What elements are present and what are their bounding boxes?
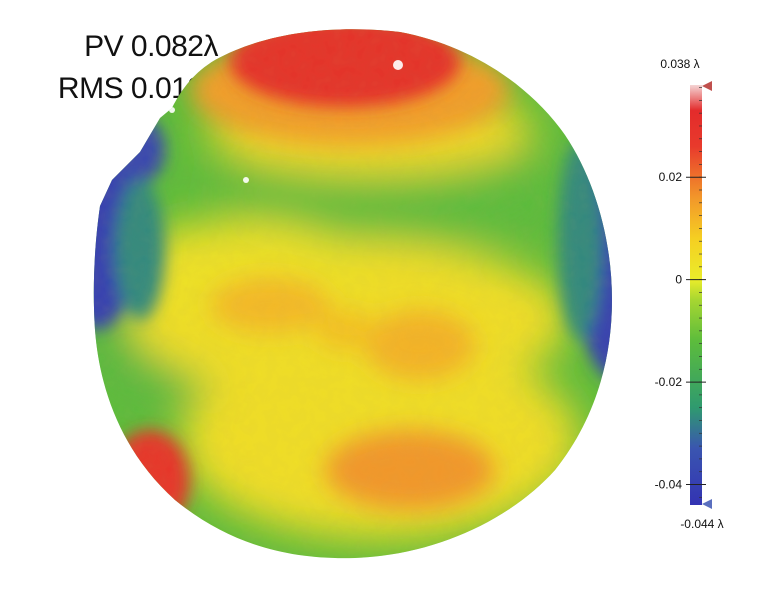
colorbar-min-marker bbox=[702, 499, 712, 509]
colorbar-tick-label: -0.02 bbox=[655, 375, 683, 389]
colorbar-strip bbox=[690, 85, 702, 505]
pv-value: PV 0.082λ bbox=[84, 30, 218, 63]
colorbar: 0.038 λ 0.02 0 -0.02 -0.04 -0.044 λ bbox=[655, 57, 724, 531]
colorbar-max-marker bbox=[702, 81, 712, 91]
colorbar-min-label: -0.044 λ bbox=[680, 517, 723, 531]
surface-map-body bbox=[93, 29, 613, 559]
speck bbox=[243, 177, 249, 183]
colorbar-max-label: 0.038 λ bbox=[660, 57, 699, 71]
colorbar-ticks: 0.02 0 -0.02 -0.04 bbox=[655, 87, 706, 498]
colorbar-tick-label: -0.04 bbox=[655, 478, 683, 492]
colorbar-tick-label: 0 bbox=[675, 273, 682, 287]
speck bbox=[393, 60, 403, 70]
colorbar-tick-label: 0.02 bbox=[659, 170, 683, 184]
speck bbox=[169, 107, 175, 113]
